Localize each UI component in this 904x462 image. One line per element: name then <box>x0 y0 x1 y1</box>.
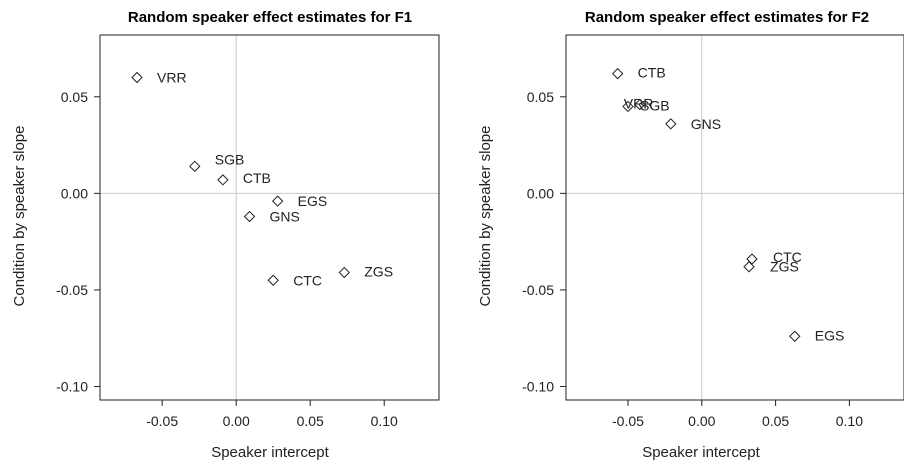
data-point-label-gns: GNS <box>270 209 300 225</box>
data-point-vrr <box>131 71 143 84</box>
y-tick-label: -0.05 <box>56 282 88 298</box>
data-point-label-sgb: SGB <box>640 97 670 113</box>
data-point-label-ctc: CTC <box>293 272 322 288</box>
y-axis-label: Condition by speaker slope <box>477 126 494 307</box>
panel-f2: Random speaker effect estimates for F2 S… <box>477 9 904 461</box>
plot-frame <box>565 34 904 401</box>
data-point-egs <box>271 195 284 207</box>
x-tick-label: 0.00 <box>688 413 715 429</box>
y-tick-label: -0.05 <box>522 282 554 298</box>
x-tick-label: 0.00 <box>223 413 250 429</box>
data-point-gns <box>665 118 677 130</box>
data-point-ctb <box>217 174 229 186</box>
y-tick-label: 0.00 <box>61 185 88 201</box>
chart-title: Random speaker effect estimates for F1 <box>128 9 412 26</box>
data-point-egs <box>789 330 801 342</box>
y-axis-label: Condition by speaker slope <box>11 126 28 307</box>
data-point-sgb <box>622 100 634 113</box>
data-point-ctb <box>611 67 624 80</box>
data-point-zgs <box>338 266 350 279</box>
data-point-label-sgb: SGB <box>215 151 245 167</box>
data-point-ctc <box>267 274 279 286</box>
x-tick-label: -0.05 <box>146 413 178 429</box>
x-axis-label: Speaker intercept <box>642 444 760 461</box>
data-point-vrr <box>634 98 646 111</box>
data-point-label-ctb: CTB <box>638 65 666 81</box>
y-tick-label: 0.00 <box>527 185 554 201</box>
plot-frame <box>99 34 440 401</box>
data-point-label-egs: EGS <box>815 327 845 343</box>
data-point-label-ctc: CTC <box>773 249 802 265</box>
x-tick-label: -0.05 <box>612 413 644 429</box>
data-point-label-ctb: CTB <box>243 170 271 186</box>
data-point-label-gns: GNS <box>691 116 721 132</box>
data-point-label-zgs: ZGS <box>770 259 799 275</box>
panel-f1: Random speaker effect estimates for F1 S… <box>11 9 440 461</box>
x-axis-label: Speaker intercept <box>211 444 329 461</box>
y-tick-label: -0.10 <box>56 378 88 394</box>
data-point-label-zgs: ZGS <box>364 264 393 280</box>
data-point-zgs <box>743 261 755 273</box>
x-tick-label: 0.05 <box>762 413 789 429</box>
x-tick-label: 0.10 <box>371 413 398 429</box>
y-tick-label: 0.05 <box>527 89 554 105</box>
x-tick-label: 0.10 <box>836 413 863 429</box>
data-point-sgb <box>189 160 201 173</box>
chart-title: Random speaker effect estimates for F2 <box>585 9 869 26</box>
data-point-label-vrr: VRR <box>624 96 654 112</box>
data-point-gns <box>243 210 256 223</box>
data-point-label-egs: EGS <box>298 193 328 209</box>
y-tick-label: 0.05 <box>61 89 88 105</box>
x-tick-label: 0.05 <box>297 413 324 429</box>
y-tick-label: -0.10 <box>522 378 554 394</box>
data-point-label-vrr: VRR <box>157 69 187 85</box>
